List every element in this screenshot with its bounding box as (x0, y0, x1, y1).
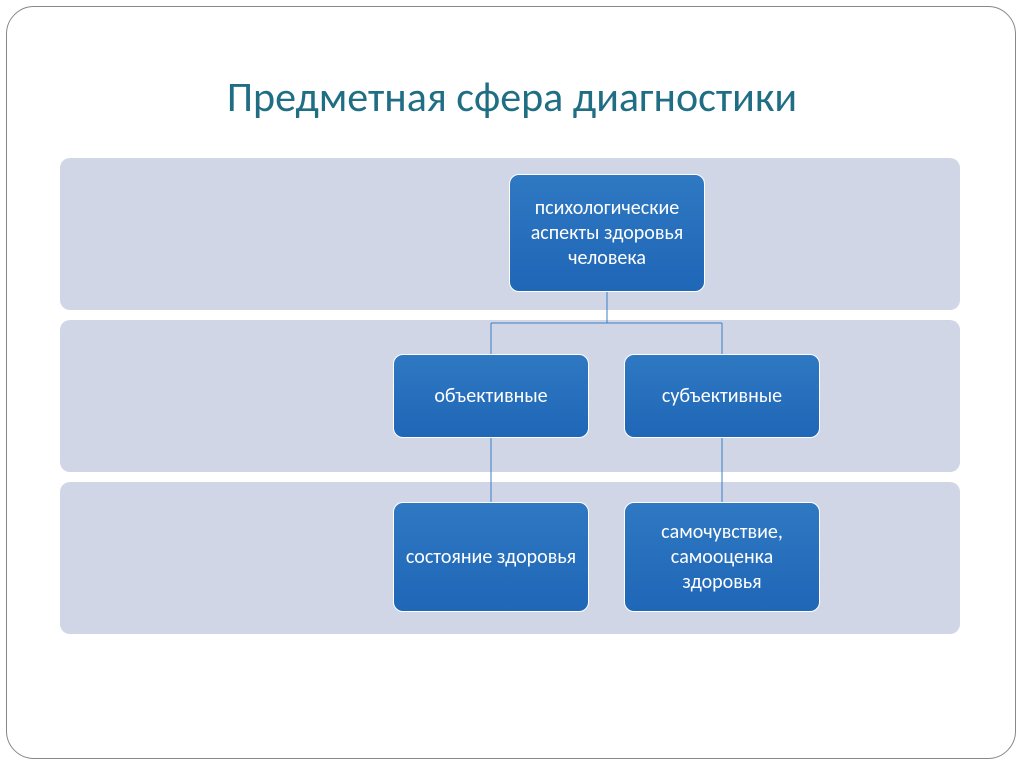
node-subj: субъективные (624, 354, 820, 438)
slide-title: Предметная сфера диагностики (0, 72, 1024, 123)
node-root: психологические аспекты здоровья человек… (509, 174, 705, 292)
node-leaf1: состояние здоровья (393, 502, 589, 612)
node-obj: объективные (393, 354, 589, 438)
node-leaf2: самочувствие, самооценка здоровья (624, 502, 820, 612)
